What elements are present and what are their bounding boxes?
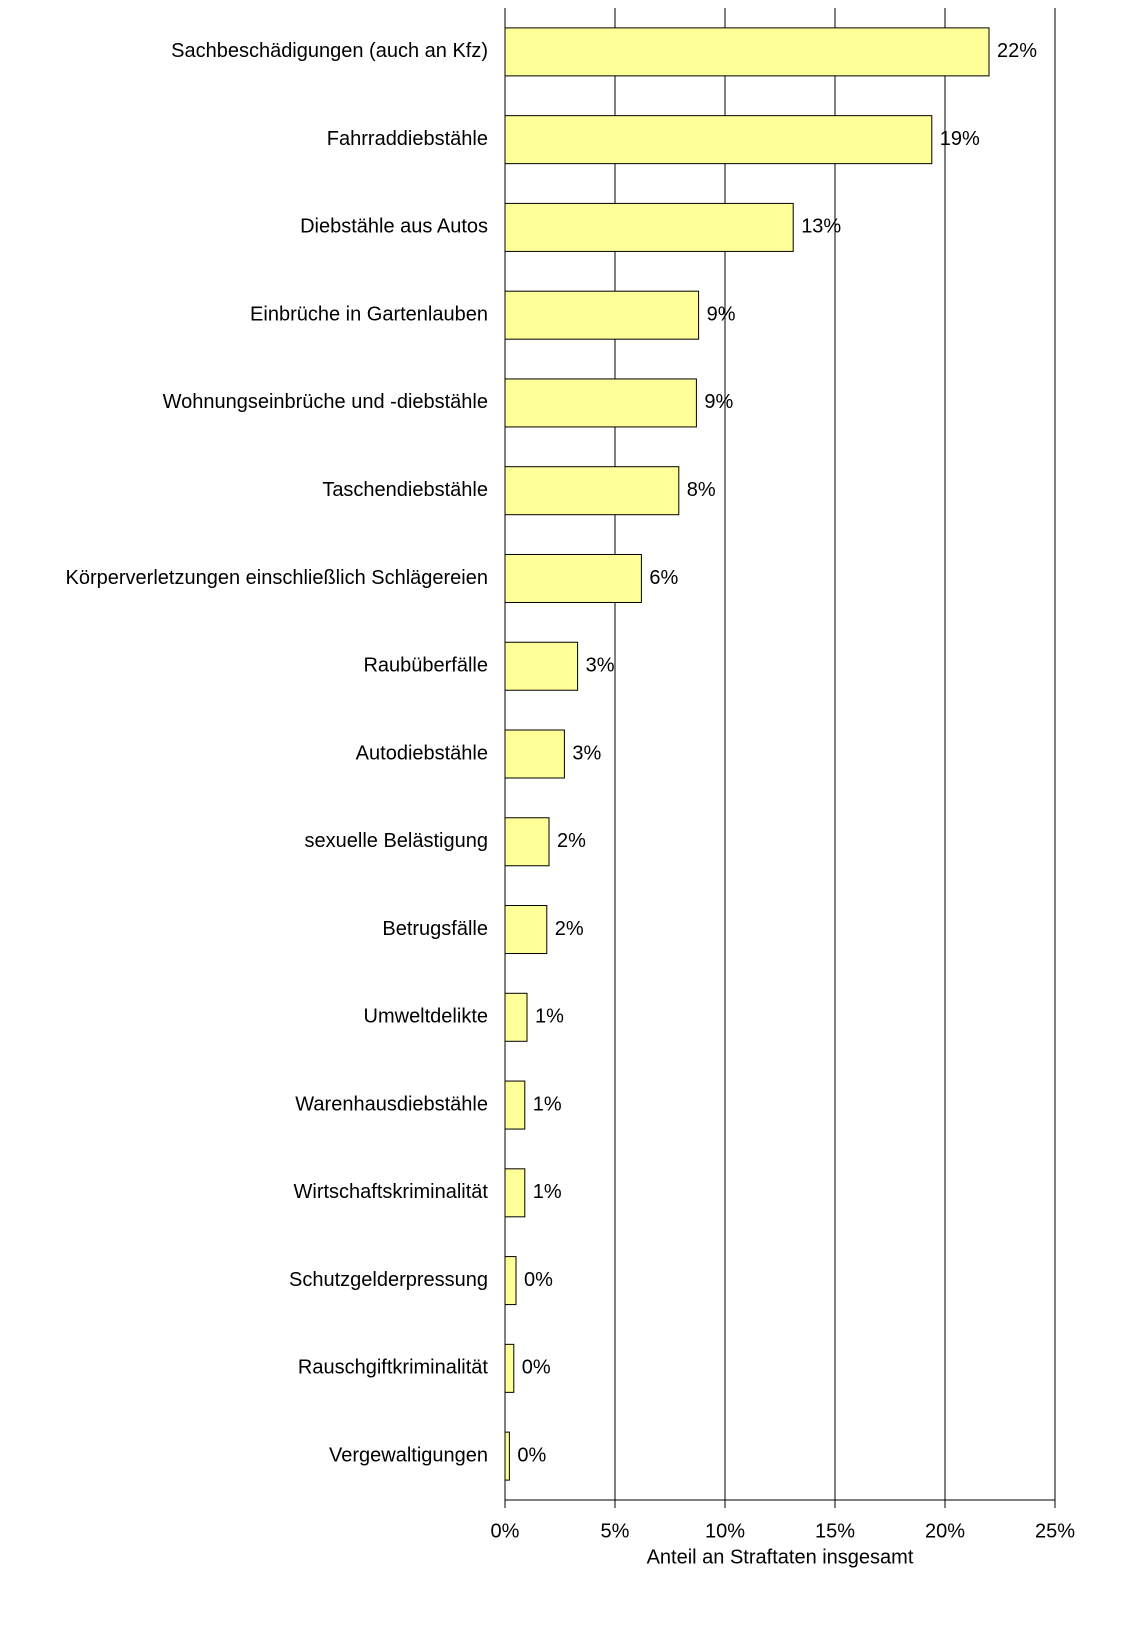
y-tick-label: Fahrraddiebstähle [327, 128, 488, 150]
bar [504, 466, 680, 516]
x-tick-label: 0% [491, 1520, 520, 1542]
bar [504, 729, 565, 779]
bar [504, 992, 528, 1042]
bar [504, 553, 642, 603]
value-label: 1% [533, 1093, 562, 1115]
value-label: 2% [555, 918, 584, 940]
x-tick-label: 10% [705, 1520, 745, 1542]
x-axis-label: Anteil an Straftaten insgesamt [647, 1546, 914, 1568]
value-label: 3% [572, 742, 601, 764]
bar [504, 290, 700, 340]
value-label: 0% [524, 1269, 553, 1291]
bar [504, 817, 550, 867]
value-label: 9% [704, 391, 733, 413]
value-label: 1% [535, 1006, 564, 1028]
bar [504, 1256, 517, 1306]
bar [504, 641, 579, 691]
bar [504, 115, 933, 165]
x-tick-label: 25% [1035, 1520, 1075, 1542]
bar [504, 27, 990, 77]
y-tick-label: Autodiebstähle [356, 742, 488, 764]
value-label: 22% [997, 40, 1037, 62]
value-label: 9% [707, 303, 736, 325]
x-tick-label: 20% [925, 1520, 965, 1542]
bar [504, 1080, 526, 1130]
bar [504, 1431, 510, 1481]
y-tick-label: sexuelle Belästigung [305, 830, 488, 852]
y-tick-label: Schutzgelderpressung [289, 1269, 488, 1291]
y-tick-label: Rauschgiftkriminalität [298, 1357, 489, 1379]
x-tick-label: 15% [815, 1520, 855, 1542]
y-tick-label: Vergewaltigungen [329, 1444, 488, 1466]
bar [504, 202, 794, 252]
y-tick-label: Sachbeschädigungen (auch an Kfz) [171, 40, 488, 62]
x-tick-label: 5% [601, 1520, 630, 1542]
value-label: 13% [801, 216, 841, 238]
y-tick-label: Warenhausdiebstähle [295, 1093, 488, 1115]
y-tick-label: Taschendiebstähle [322, 479, 488, 501]
y-tick-label: Betrugsfälle [382, 918, 488, 940]
y-tick-label: Körperverletzungen einschließlich Schläg… [66, 567, 488, 589]
y-tick-label: Einbrüche in Gartenlauben [250, 303, 488, 325]
bar [504, 905, 548, 955]
value-label: 3% [586, 655, 615, 677]
bar [504, 1343, 515, 1393]
bar [504, 378, 697, 428]
value-label: 2% [557, 830, 586, 852]
bar [504, 1168, 526, 1218]
value-label: 8% [687, 479, 716, 501]
value-label: 0% [517, 1444, 546, 1466]
value-label: 19% [940, 128, 980, 150]
value-label: 6% [649, 567, 678, 589]
y-tick-label: Wirtschaftskriminalität [294, 1181, 489, 1203]
value-label: 1% [533, 1181, 562, 1203]
y-tick-label: Umweltdelikte [364, 1006, 488, 1028]
y-tick-label: Raubüberfälle [363, 655, 488, 677]
value-label: 0% [522, 1357, 551, 1379]
y-tick-label: Wohnungseinbrüche und -diebstähle [163, 391, 488, 413]
y-tick-label: Diebstähle aus Autos [300, 216, 488, 238]
